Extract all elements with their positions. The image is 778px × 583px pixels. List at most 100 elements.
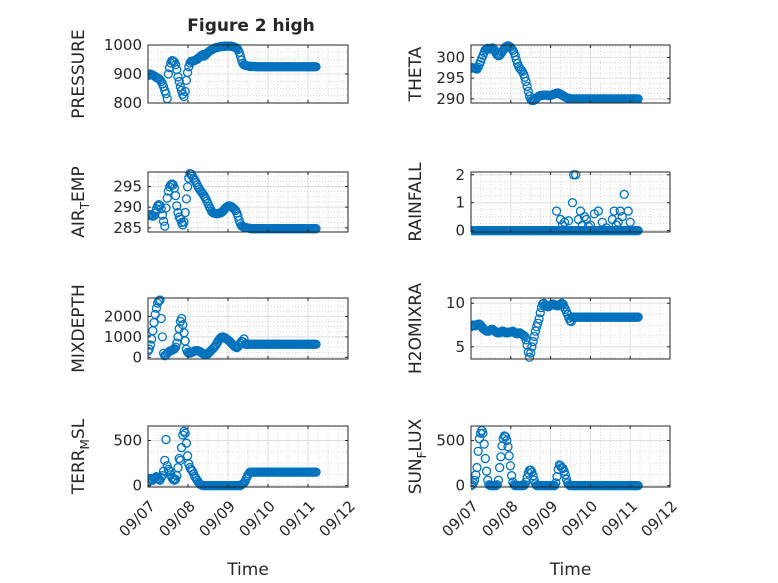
y-axis-label-rest: SL (69, 418, 89, 439)
data-point (611, 220, 621, 230)
y-axis-label-main: SUN (406, 458, 426, 494)
data-point (522, 81, 532, 92)
data-point (148, 346, 153, 356)
data-point (471, 480, 476, 491)
data-point (521, 477, 531, 487)
y-tick-label: 290 (113, 198, 142, 216)
y-tick-label: 900 (113, 65, 142, 83)
y-axis-label-rest: LUX (406, 418, 426, 451)
data-point (528, 471, 538, 481)
data-point (169, 344, 180, 354)
data-point (179, 217, 189, 227)
data-point (182, 67, 193, 78)
data-point (174, 453, 184, 464)
data-point (520, 72, 530, 82)
data-series (471, 298, 643, 362)
axes-box (470, 171, 671, 233)
data-point (503, 442, 513, 452)
data-point (155, 295, 165, 305)
data-point (160, 455, 170, 465)
y-axis-label: H2OMIXRA (406, 283, 426, 374)
data-point (554, 300, 565, 310)
data-point (633, 480, 643, 491)
subplot-6: 5 10 H2OMIXRA (406, 283, 671, 374)
data-point (172, 201, 182, 211)
data-point (182, 182, 193, 192)
data-series (148, 295, 321, 361)
axes-box (147, 425, 349, 488)
subplot-1: 800 900 1000 PRESSURE (69, 29, 349, 119)
y-tick-label: 0 (455, 222, 465, 240)
data-point (505, 461, 516, 471)
data-point (583, 221, 594, 232)
y-tick-label: 0 (132, 348, 142, 366)
data-point (623, 206, 633, 216)
data-point (199, 191, 210, 202)
y-axis-label: TERRMSL (69, 418, 92, 495)
y-tick-label: 500 (113, 431, 142, 449)
data-point (526, 465, 536, 475)
data-point (481, 466, 492, 476)
data-point (163, 69, 174, 79)
subplot-5: 0 1000 2000 MIXDEPTH (69, 284, 349, 373)
y-axis-label: MIXDEPTH (69, 284, 89, 373)
y-tick-label: 295 (113, 177, 142, 195)
data-point (528, 336, 538, 347)
y-tick-label: 1000 (104, 36, 142, 54)
data-series (471, 170, 643, 236)
y-tick-label: 0 (455, 477, 465, 495)
data-point (571, 170, 581, 180)
y-axis-label-subscript: M (78, 439, 92, 449)
y-tick-label: 295 (436, 69, 465, 87)
data-point (563, 216, 574, 226)
data-point (196, 51, 206, 61)
data-point (311, 339, 321, 349)
y-tick-label: 290 (436, 90, 465, 108)
data-point (161, 203, 171, 213)
data-point (179, 91, 189, 102)
data-point (473, 446, 483, 456)
data-point (152, 298, 163, 308)
y-tick-label: 1000 (104, 328, 142, 346)
data-point (173, 72, 183, 82)
y-tick-label: 285 (113, 219, 142, 237)
data-point (162, 193, 172, 203)
data-point (479, 439, 489, 449)
data-point (521, 76, 531, 87)
data-point (157, 210, 168, 220)
data-point (480, 453, 490, 464)
data-point (508, 45, 518, 56)
y-tick-label: 2000 (104, 307, 142, 325)
data-point (161, 89, 171, 99)
data-point (534, 314, 544, 324)
data-point (506, 471, 517, 481)
y-tick-label: 800 (113, 94, 142, 112)
data-point (567, 198, 578, 208)
data-point (175, 455, 186, 465)
data-point (526, 348, 536, 358)
data-point (311, 224, 321, 234)
data-point (471, 475, 480, 485)
data-point (157, 332, 168, 342)
data-point (180, 207, 190, 218)
y-axis-label: AIRTEMP (69, 166, 92, 237)
data-series (148, 41, 321, 104)
y-tick-label: 5 (455, 338, 465, 356)
y-axis-label-subscript: T (78, 201, 92, 210)
data-point (609, 206, 619, 216)
axes-box (470, 425, 671, 488)
data-point (186, 464, 196, 475)
subplot-2: 290 295 300 THETA (406, 41, 671, 108)
x-axis-label: Time (549, 560, 592, 580)
data-point (527, 342, 537, 352)
y-axis-label-rest: EMP (69, 166, 89, 202)
data-point (160, 221, 170, 231)
data-series (148, 426, 321, 491)
y-tick-label: 500 (436, 431, 465, 449)
data-point (154, 296, 164, 306)
data-point (617, 212, 627, 222)
data-point (170, 60, 181, 70)
data-point (170, 342, 181, 352)
